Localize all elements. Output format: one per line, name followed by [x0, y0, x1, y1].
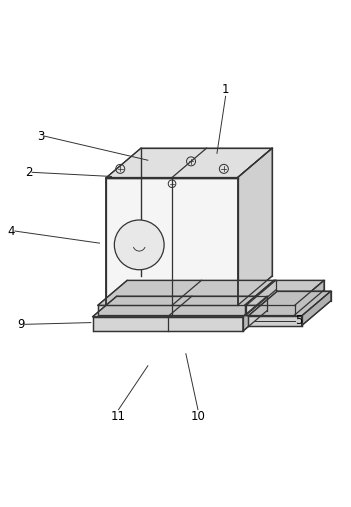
Polygon shape: [248, 291, 331, 316]
Text: 3: 3: [37, 130, 44, 142]
Text: 9: 9: [18, 318, 25, 331]
Polygon shape: [245, 280, 324, 305]
Text: 1: 1: [222, 83, 229, 96]
Text: 11: 11: [111, 410, 126, 423]
Polygon shape: [246, 280, 276, 315]
Polygon shape: [93, 317, 243, 331]
Polygon shape: [106, 177, 238, 305]
Polygon shape: [93, 296, 267, 317]
Polygon shape: [295, 280, 324, 315]
Text: 10: 10: [191, 410, 205, 423]
Circle shape: [114, 220, 164, 270]
Polygon shape: [245, 305, 295, 315]
Polygon shape: [98, 305, 246, 315]
Text: 2: 2: [25, 166, 32, 179]
Polygon shape: [248, 316, 302, 325]
Polygon shape: [106, 148, 272, 177]
Polygon shape: [238, 148, 272, 305]
Text: 5: 5: [295, 314, 302, 328]
Polygon shape: [98, 280, 276, 305]
Text: 4: 4: [7, 225, 15, 238]
Polygon shape: [243, 296, 267, 331]
Polygon shape: [302, 291, 331, 325]
